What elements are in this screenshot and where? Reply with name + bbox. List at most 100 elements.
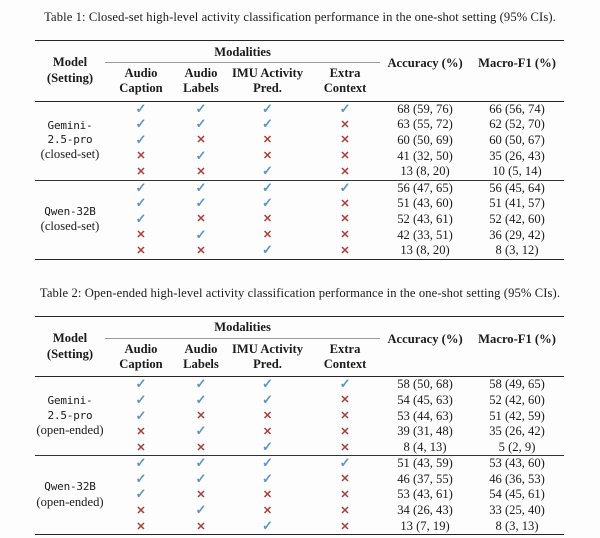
macro-f1-value: 62 (52, 70)	[489, 117, 545, 132]
accuracy-value: 39 (31, 48)	[397, 424, 453, 439]
model-group: Qwen-32B (closed-set) ✓ ✓ ✓ ✓ 56 (47, 65) 56 (4…	[35, 180, 565, 259]
modality-cell: ✓	[105, 195, 177, 212]
table-row: Qwen-32B (open-ended) ✓ ✓ ✓ ✓ 51 (43, 59) 53 (4…	[35, 455, 564, 508]
model-name: Gemini-	[47, 118, 93, 132]
table-row: ✕ ✓ ✕ ✕ 34 (26, 43) 33 (25, 40)	[35, 502, 564, 519]
modality-cell: ✓	[225, 518, 310, 535]
modality-cell: ✓	[177, 101, 225, 116]
modality-cell: ✕	[225, 132, 310, 148]
check-icon: ✓	[195, 423, 207, 439]
model-cell: Qwen-32B (closed-set)	[35, 180, 105, 259]
accuracy-value: 52 (43, 61)	[397, 211, 453, 226]
modality-cell: ✕	[310, 117, 380, 133]
check-icon: ✓	[262, 242, 273, 258]
accuracy-value: 51 (43, 59)	[397, 456, 453, 471]
modality-cell: ✓	[225, 392, 310, 408]
modality-cell: ✓	[225, 471, 310, 487]
macro-f1-value: 54 (45, 61)	[489, 487, 545, 502]
model-group: Qwen-32B (open-ended) ✓ ✓ ✓ ✓ 51 (43, 59) 53 (4…	[35, 455, 565, 535]
modality-cell: ✕	[225, 227, 310, 243]
modality-cell: ✓	[177, 502, 225, 519]
macro-f1-value: 51 (41, 57)	[489, 196, 545, 210]
column-subheader-modality-1: Audio Labels	[183, 66, 219, 96]
check-icon: ✓	[262, 100, 273, 116]
cross-icon: ✕	[340, 134, 350, 147]
cross-icon: ✕	[340, 197, 350, 210]
table-row: ✓ ✕ ✕ ✕ 60 (50, 69) 60 (50, 67)	[35, 132, 564, 148]
cross-icon: ✕	[340, 229, 350, 242]
table-row: Gemini- 2.5-pro (closed-set) ✓ ✓ ✓ ✓ 68 (59, 76…	[35, 100, 564, 161]
cross-icon: ✕	[136, 504, 146, 517]
model-setting: (open-ended)	[36, 422, 104, 437]
modality-cell: ✓	[105, 180, 177, 195]
check-icon: ✓	[135, 210, 147, 226]
check-icon: ✓	[135, 376, 147, 392]
macro-f1-value: 36 (29, 42)	[489, 227, 545, 242]
accuracy-value: 60 (50, 69)	[397, 132, 453, 147]
column-subheader-modality-3: Extra Context	[323, 66, 367, 96]
cross-icon: ✕	[196, 441, 206, 454]
macro-f1-value: 35 (26, 43)	[489, 148, 545, 163]
table-row: ✕ ✓ ✕ ✕ 41 (32, 50) 35 (26, 43)	[35, 148, 564, 164]
model-name: Qwen-32B	[44, 480, 96, 494]
cross-icon: ✕	[340, 165, 350, 178]
check-icon: ✓	[339, 455, 351, 471]
cross-icon: ✕	[262, 213, 273, 226]
model-cell: Qwen-32B (open-ended)	[35, 456, 105, 535]
modality-cell: ✓	[177, 377, 225, 392]
cross-icon: ✕	[340, 441, 350, 454]
cross-icon: ✕	[340, 504, 350, 517]
check-icon: ✓	[262, 518, 273, 534]
modality-cell: ✓	[225, 164, 310, 180]
macro-f1-value: 52 (42, 60)	[489, 392, 545, 407]
column-header-macro-f1: Macro-F1 (%)	[478, 56, 556, 71]
macro-f1-value: 46 (36, 53)	[489, 471, 545, 486]
check-icon: ✓	[135, 116, 147, 132]
modality-cell: ✕	[310, 408, 380, 424]
modality-cell: ✕	[225, 503, 310, 519]
modality-cell: ✕	[225, 211, 310, 227]
modality-cell: ✓	[177, 180, 225, 195]
macro-f1-value: 33 (25, 40)	[489, 503, 545, 518]
model-cell: Gemini- 2.5-pro (closed-set)	[35, 101, 105, 180]
modality-cell: ✕	[105, 503, 177, 519]
check-icon: ✓	[262, 376, 273, 392]
modality-cell: ✓	[177, 116, 225, 133]
modality-cell: ✓	[225, 439, 310, 456]
check-icon: ✓	[262, 455, 273, 471]
cross-icon: ✕	[340, 425, 350, 438]
column-header-model-setting: Model (Setting)	[46, 330, 94, 361]
cross-icon: ✕	[136, 441, 146, 454]
modality-cell: ✓	[105, 408, 177, 424]
column-subheader-modality-0: Audio Caption	[119, 341, 163, 372]
macro-f1-value: 5 (2, 9)	[498, 440, 536, 455]
cross-icon: ✕	[262, 150, 273, 163]
macro-f1-value: 35 (26, 42)	[489, 424, 545, 439]
cross-icon: ✕	[196, 520, 206, 533]
cross-icon: ✕	[340, 213, 350, 226]
modality-cell: ✓	[225, 116, 310, 133]
check-icon: ✓	[262, 116, 273, 132]
modality-cell: ✓	[105, 471, 177, 487]
check-icon: ✓	[339, 376, 351, 392]
modality-cell: ✓	[177, 148, 225, 164]
modality-cell: ✓	[177, 455, 225, 471]
check-icon: ✓	[339, 100, 351, 116]
table-header: Model (Setting) Modalities Accuracy (%) Macr…	[35, 40, 565, 102]
table-row: ✕ ✓ ✕ ✕ 39 (31, 48) 35 (26, 42)	[35, 423, 564, 440]
modality-cell: ✕	[177, 519, 225, 535]
table-row: ✕ ✕ ✓ ✕ 8 (4, 13) 5 (2, 9)	[35, 439, 564, 456]
cross-icon: ✕	[136, 244, 146, 257]
modality-cell: ✕	[310, 471, 380, 487]
table-row: Gemini- 2.5-pro (open-ended) ✓ ✓ ✓ ✓ 58 (50, 68…	[35, 376, 564, 437]
modality-cell: ✓	[225, 377, 310, 392]
column-group-header-modalities: Modalities	[105, 316, 381, 339]
modality-cell: ✓	[105, 455, 177, 471]
accuracy-value: 46 (37, 55)	[397, 471, 453, 486]
modality-cell: ✕	[310, 424, 380, 440]
modality-cell: ✕	[177, 164, 225, 180]
check-icon: ✓	[135, 131, 147, 147]
table1-section: Table 1: Closed-set high-level activity …	[20, 10, 580, 260]
table2-caption: Table 2: Open-ended high-level activity …	[39, 285, 561, 300]
modality-cell: ✕	[105, 227, 177, 243]
